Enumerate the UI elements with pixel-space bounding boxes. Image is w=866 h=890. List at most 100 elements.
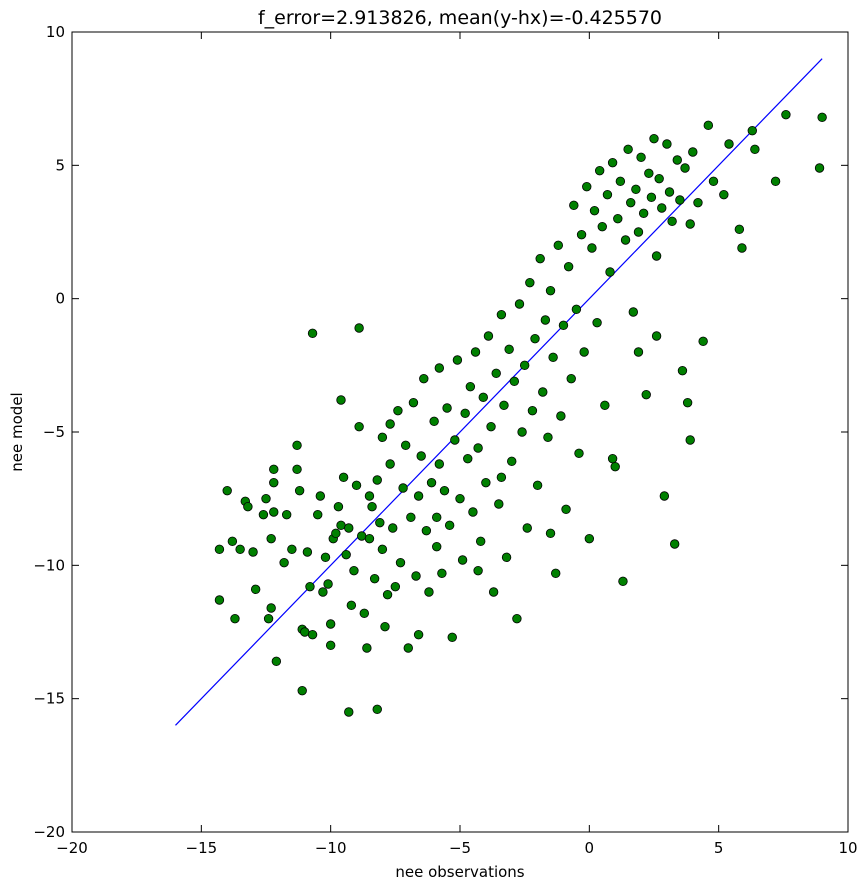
scatter-point (734, 224, 745, 235)
scatter-point (600, 400, 610, 411)
scatter-point (336, 520, 346, 531)
scatter-point (250, 584, 261, 595)
scatter-point (719, 189, 729, 200)
scatter-point (481, 477, 491, 488)
scatter-point (336, 395, 346, 405)
scatter-point (248, 547, 258, 557)
scatter-point (300, 627, 310, 637)
scatter-point (419, 373, 429, 384)
scatter-point (222, 485, 232, 496)
scatter-point (638, 208, 649, 219)
scatter-point (499, 400, 509, 411)
scatter-point (258, 509, 269, 520)
scatter-point (667, 216, 677, 227)
scatter-point (620, 235, 631, 245)
scatter-point (447, 632, 457, 643)
scatter-point (607, 157, 618, 168)
scatter-point (501, 552, 512, 563)
scatter-point (385, 419, 395, 429)
scatter-point (465, 381, 476, 392)
scatter-point (292, 464, 302, 475)
scatter-point (494, 499, 504, 509)
scatter-point (512, 613, 522, 624)
scatter-point (496, 309, 507, 320)
scatter-point (540, 315, 551, 325)
scatter-point (587, 243, 597, 253)
scatter-point (553, 240, 563, 251)
scatter-point (781, 109, 791, 120)
scatter-point (525, 277, 535, 288)
scatter-point (460, 408, 470, 419)
scatter-point (266, 533, 276, 544)
scatter-point (662, 139, 672, 149)
scatter-point (364, 533, 375, 544)
scatter-point (294, 485, 305, 496)
scatter-point (307, 328, 318, 339)
scatter-point (369, 573, 380, 584)
scatter-point (770, 176, 781, 187)
scatter-point (450, 435, 460, 445)
scatter-point (432, 512, 442, 523)
scatter-point (281, 509, 292, 520)
scatter-point (377, 544, 388, 555)
plot-area (175, 58, 827, 726)
scatter-point (424, 587, 434, 597)
scatter-point (279, 557, 289, 568)
scatter-point (263, 613, 274, 624)
y-tick-label: 0 (55, 290, 65, 308)
scatter-point (594, 165, 605, 176)
scatter-point (475, 536, 486, 547)
scatter-point (439, 485, 450, 496)
x-tick-label: −10 (315, 839, 347, 857)
scatter-point (747, 125, 757, 136)
scatter-point (266, 603, 276, 613)
scatter-point (519, 360, 530, 371)
x-tick-label: −20 (56, 839, 88, 857)
scatter-point (589, 205, 600, 216)
scatter-point (344, 523, 354, 533)
scatter-point (307, 629, 318, 640)
x-tick-label: 0 (585, 839, 595, 857)
scatter-point (338, 472, 349, 483)
scatter-point (507, 456, 517, 467)
scatter-point (406, 512, 416, 523)
scatter-point (708, 176, 719, 187)
scatter-point (214, 595, 225, 605)
identity-line (175, 58, 823, 726)
scatter-point (413, 491, 424, 501)
scatter-point (569, 200, 579, 211)
y-axis-label: nee model (8, 392, 26, 471)
scatter-point (628, 307, 639, 317)
scatter-point (367, 501, 377, 512)
scatter-point (269, 507, 279, 517)
scatter-point (579, 347, 589, 357)
y-tick-label: −5 (43, 423, 65, 441)
scatter-point (413, 629, 424, 640)
scatter-point (364, 491, 375, 501)
scatter-point (463, 453, 473, 464)
scatter-point (688, 147, 698, 157)
chart-title: f_error=2.913826, mean(y-hx)=-0.425570 (258, 7, 662, 29)
scatter-point (305, 581, 315, 592)
scatter-point (631, 184, 641, 195)
scatter-point (323, 579, 333, 589)
scatter-point (584, 533, 595, 544)
y-tick-label: −20 (33, 823, 65, 841)
scatter-point (615, 176, 626, 187)
scatter-point (737, 243, 747, 253)
scatter-point (750, 144, 760, 155)
scatter-point (664, 187, 675, 197)
scatter-point (400, 440, 411, 451)
scatter-point (672, 155, 682, 165)
scatter-point (563, 261, 574, 272)
scatter-point (395, 557, 406, 568)
scatter-point (230, 613, 240, 624)
scatter-point (605, 267, 615, 277)
y-tick-label: −10 (33, 556, 65, 574)
scatter-point (651, 251, 662, 261)
scatter-point (618, 576, 628, 587)
scatter-point (320, 552, 331, 563)
scatter-point (483, 331, 494, 341)
scatter-point (297, 685, 307, 696)
scatter-point (372, 475, 382, 485)
